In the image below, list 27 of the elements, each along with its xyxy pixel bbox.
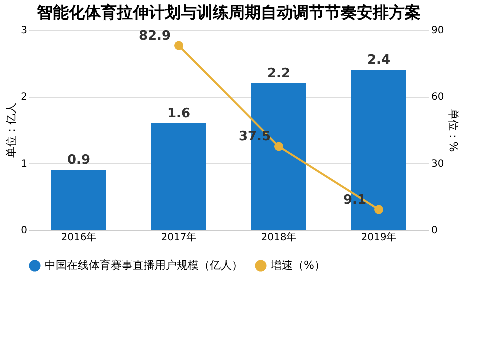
y-tick-label: 2 <box>21 92 28 104</box>
point <box>374 205 384 214</box>
y-tick-label: 3 <box>21 26 28 36</box>
y2-axis-title: 单位：% <box>447 108 460 152</box>
data-label: 1.6 <box>167 106 191 122</box>
y-tick-label: 1 <box>21 158 28 170</box>
legend-label: 增速（%） <box>270 259 326 272</box>
y-axis-title: 单位：亿人 <box>5 103 18 158</box>
bar <box>152 123 206 230</box>
data-label: 0.9 <box>67 153 91 168</box>
chart-title: 智能化体育拉伸计划与训练周期自动调节节奏安排方案 <box>36 3 421 22</box>
data-label: 2.4 <box>367 53 391 68</box>
y2-tick-label: 60 <box>432 92 444 104</box>
x-tick-label: 2019年 <box>361 232 397 244</box>
point <box>174 41 184 50</box>
x-tick-label: 2016年 <box>61 232 97 244</box>
y2-tick-label: 0 <box>432 226 438 236</box>
bar <box>52 170 106 230</box>
x-tick-label: 2017年 <box>161 232 197 244</box>
y2-tick-label: 90 <box>432 26 444 36</box>
data-label: 82.9 <box>138 28 172 44</box>
x-tick-label: 2018年 <box>261 232 297 244</box>
data-label: 2.2 <box>267 66 291 82</box>
legend-label: 中国在线体育赛事直播用户规模（亿人） <box>45 259 243 272</box>
y2-tick-label: 30 <box>432 158 444 170</box>
y-tick-label: 0 <box>21 226 28 236</box>
point <box>274 142 284 152</box>
